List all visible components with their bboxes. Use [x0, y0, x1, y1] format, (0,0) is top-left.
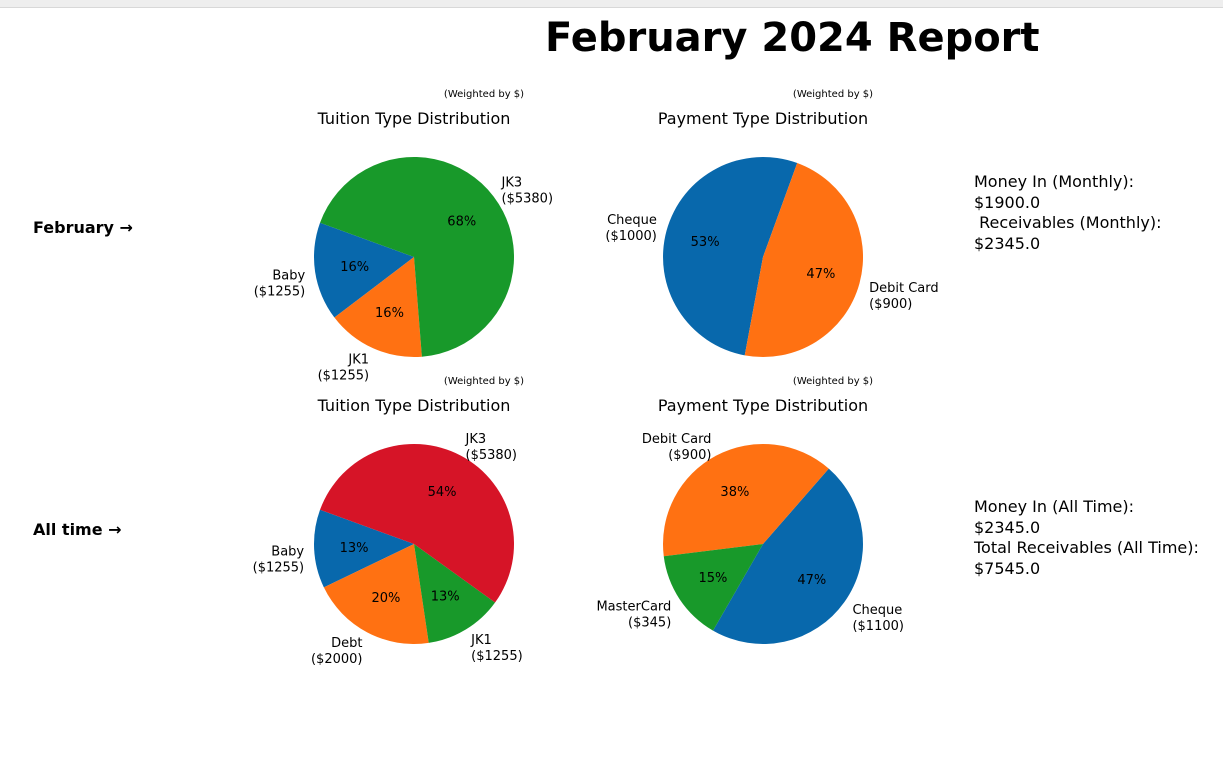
window-top-bar [0, 0, 1223, 8]
chart-title: Tuition Type Distribution [317, 396, 511, 415]
pie-percent-mastercard: 15% [699, 571, 728, 586]
chart-title: Payment Type Distribution [658, 109, 868, 128]
report-title: February 2024 Report [545, 15, 1040, 61]
pie-slice-baby [314, 509, 414, 588]
total-receivables-value: $7545.0 [974, 558, 1041, 578]
pie-label-jk1: JK1 ($1255) [470, 633, 522, 664]
row-label-february: February → [33, 218, 133, 237]
pie-label-jk3: JK3 ($5380) [465, 432, 518, 463]
pie-slice-debit-card [744, 163, 864, 358]
money-in-all-time-label: Money In (All Time): [974, 497, 1135, 516]
stats-all-time: Money In (All Time): $2345.0 Total Receiva… [974, 497, 1199, 579]
pie-label-jk3: JK3 ($5380) [501, 175, 554, 206]
pie-label-baby: Baby ($1255) [254, 269, 306, 300]
pie-percent-debt: 20% [371, 591, 400, 606]
receivables-monthly-label: Receivables (Monthly): [974, 213, 1162, 232]
pie-chart-payment-february: (Weighted by $) Payment Type Distribution… [605, 89, 939, 358]
stats-monthly: Money In (Monthly): $1900.0 Receivables (… [974, 172, 1162, 254]
pie-percent-jk1: 16% [375, 306, 404, 321]
pie-percent-jk3: 68% [447, 215, 476, 230]
pie-percent-jk3: 54% [428, 485, 457, 500]
chart-subtitle: (Weighted by $) [444, 376, 524, 387]
pie-label-baby: Baby ($1255) [253, 544, 305, 575]
pie-slice-debt [323, 544, 429, 645]
pie-label-debt: Debt ($2000) [311, 636, 363, 667]
pie-percent-cheque: 47% [797, 573, 826, 588]
row-label-all-time: All time → [33, 520, 122, 539]
pie-chart-tuition-all-time: (Weighted by $) Tuition Type Distribution… [253, 376, 525, 667]
chart-title: Tuition Type Distribution [317, 109, 511, 128]
pie-slice-jk3 [320, 157, 514, 357]
pie-slice-jk1 [334, 257, 422, 358]
pie-slice-debit-card [662, 443, 829, 557]
pie-slice-cheque [713, 468, 863, 644]
pie-percent-baby: 13% [340, 541, 369, 556]
receivables-monthly-value: $2345.0 [974, 233, 1041, 253]
pie-percent-jk1: 13% [431, 589, 460, 604]
pie-slice-jk1 [414, 544, 496, 643]
pie-percent-debit-card: 38% [720, 485, 749, 500]
pie-chart-tuition-february: (Weighted by $) Tuition Type Distribution… [254, 89, 554, 383]
chart-title: Payment Type Distribution [658, 396, 868, 415]
pie-label-debit-card: Debit Card ($900) [869, 281, 939, 312]
pie-label-debit-card: Debit Card ($900) [642, 432, 712, 463]
chart-subtitle: (Weighted by $) [793, 89, 873, 100]
chart-subtitle: (Weighted by $) [444, 89, 524, 100]
pie-percent-debit-card: 47% [806, 267, 835, 282]
pie-percent-cheque: 53% [691, 235, 720, 250]
chart-subtitle: (Weighted by $) [793, 376, 873, 387]
pie-chart-payment-all-time: (Weighted by $) Payment Type Distribution… [596, 376, 904, 644]
pie-slice-jk3 [320, 443, 515, 603]
pie-slice-cheque [663, 157, 798, 356]
money-in-monthly-value: $1900.0 [974, 192, 1041, 212]
pie-percent-baby: 16% [340, 260, 369, 275]
pie-slice-baby [313, 222, 414, 318]
pie-label-jk1: JK1 ($1255) [318, 352, 370, 383]
money-in-monthly-label: Money In (Monthly): [974, 172, 1135, 191]
money-in-all-time-value: $2345.0 [974, 517, 1041, 537]
pie-label-mastercard: MasterCard ($345) [596, 600, 671, 631]
pie-slice-mastercard [663, 544, 763, 631]
pie-label-cheque: Cheque ($1100) [852, 603, 904, 634]
total-receivables-label: Total Receivables (All Time): [974, 538, 1199, 557]
pie-label-cheque: Cheque ($1000) [605, 213, 657, 244]
